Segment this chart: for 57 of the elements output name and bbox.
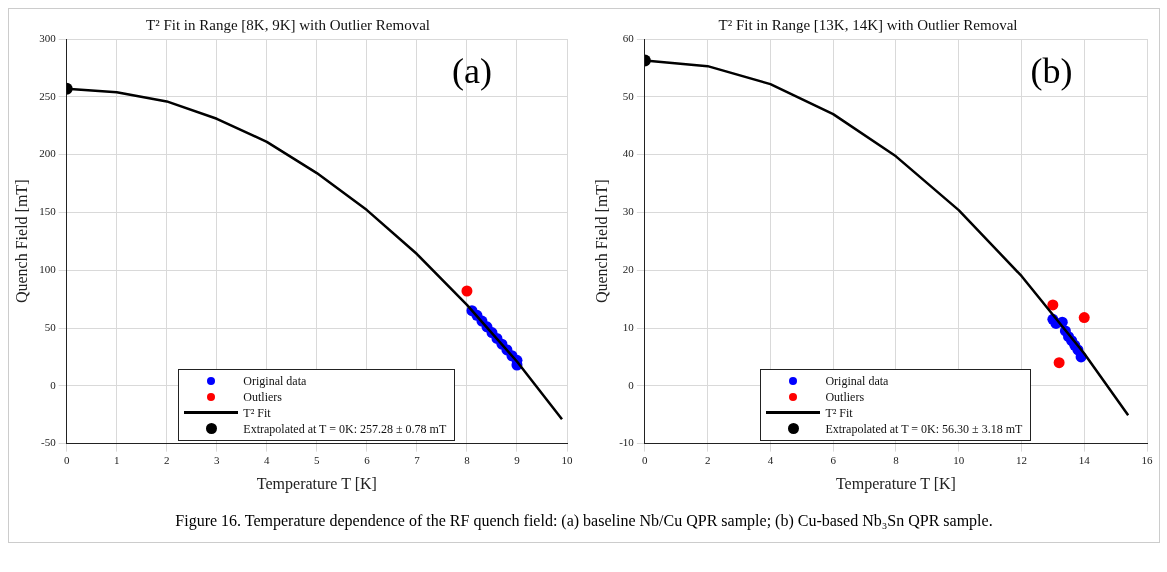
y-tick-label: 30: [622, 205, 635, 218]
x-tick-label: 7: [414, 454, 421, 467]
legend-label: Original data: [825, 372, 889, 389]
x-tick-label: 6: [364, 454, 371, 467]
annotation: (a): [451, 51, 492, 92]
x-tick-label: 1: [113, 454, 120, 467]
y-tick-label: 0: [50, 378, 57, 391]
y-tick-label: 50: [44, 320, 57, 333]
legend-label: Extrapolated at T = 0K: 257.28 ± 0.78 mT: [243, 420, 447, 437]
x-tick-label: 10: [561, 454, 573, 467]
chart-title: T² Fit in Range [8K, 9K] with Outlier Removal: [145, 16, 431, 33]
y-axis-title: Quench Field [mT]: [12, 179, 30, 304]
y-tick-label: 200: [39, 147, 57, 160]
y-tick-label: 60: [622, 31, 635, 44]
caption: Figure 16. Temperature dependence of the RF quench field: (a) baseline Nb/Cu QPR sample; (b) Cu-based Nb₃Sn QPR sample.: [174, 512, 994, 530]
x-tick-label: 8: [893, 454, 900, 467]
x-axis-title: Temperature T [K]: [835, 474, 956, 493]
legend-label: T² Fit: [243, 404, 271, 421]
x-tick-label: 3: [214, 454, 221, 467]
y-tick-label: 0: [628, 378, 635, 391]
y-axis-title: Quench Field [mT]: [592, 179, 610, 304]
x-axis-title: Temperature T [K]: [256, 474, 377, 493]
x-tick-label: 0: [642, 454, 649, 467]
legend-label: Original data: [243, 372, 307, 389]
x-tick-label: 6: [830, 454, 837, 467]
legend-label: Outliers: [243, 388, 283, 405]
annotation: (b): [1030, 51, 1073, 92]
y-tick-label: 50: [622, 89, 635, 102]
legend-label: T² Fit: [825, 404, 853, 421]
y-tick-label: 250: [39, 89, 57, 102]
x-tick-label: 16: [1141, 454, 1153, 467]
x-tick-label: 8: [464, 454, 471, 467]
legend-label: Outliers: [825, 388, 865, 405]
point: [1047, 299, 1059, 311]
y-tick-label: -50: [41, 436, 57, 449]
y-tick-label: 300: [39, 31, 57, 44]
y-tick-label: 150: [39, 205, 57, 218]
x-tick-label: 9: [514, 454, 521, 467]
y-tick-label: 40: [622, 147, 635, 160]
x-tick-label: 12: [1015, 454, 1027, 467]
point: [1078, 312, 1090, 324]
y-tick-label: 20: [622, 263, 635, 276]
x-tick-label: 5: [314, 454, 321, 467]
y-tick-label: 10: [622, 320, 635, 333]
x-tick-label: 4: [264, 454, 271, 467]
chart-title: T² Fit in Range [13K, 14K] with Outlier Removal: [718, 16, 1018, 33]
x-tick-label: 4: [767, 454, 774, 467]
x-tick-label: 2: [164, 454, 170, 467]
point: [1053, 357, 1065, 369]
x-tick-label: 14: [1078, 454, 1091, 467]
x-tick-label: 0: [63, 454, 70, 467]
y-tick-label: -10: [619, 436, 635, 449]
legend-label: Extrapolated at T = 0K: 56.30 ± 3.18 mT: [825, 420, 1023, 437]
x-tick-label: 2: [704, 454, 711, 467]
x-tick-label: 10: [953, 454, 965, 467]
point: [461, 285, 473, 297]
y-tick-label: 100: [39, 263, 57, 276]
